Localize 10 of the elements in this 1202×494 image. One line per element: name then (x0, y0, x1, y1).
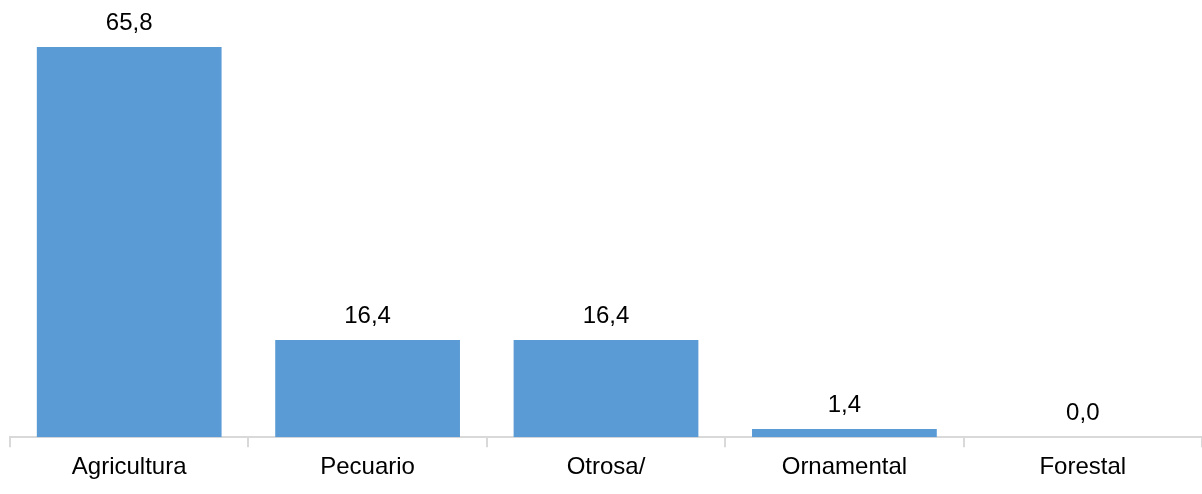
data-label: 16,4 (582, 300, 630, 328)
data-label: 16,4 (344, 300, 391, 328)
data-label: 0,0 (1066, 397, 1100, 425)
x-tick-label: Agricultura (71, 452, 188, 480)
x-tick-label: Pecuario (320, 452, 415, 480)
x-tick-label: Forestal (1039, 452, 1127, 480)
data-label: 65,8 (105, 7, 153, 35)
x-tick-label: Ornamental (781, 452, 908, 480)
data-label: 1,4 (827, 389, 862, 417)
x-tick-label: Otrosa/ (566, 452, 646, 480)
